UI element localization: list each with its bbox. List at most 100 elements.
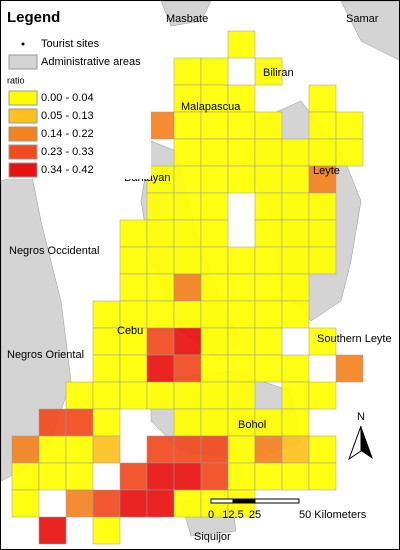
place-label: Siquijor: [194, 531, 231, 543]
grid-cell: [11, 435, 40, 464]
grid-cell: [146, 219, 175, 248]
grid-cell: [308, 435, 337, 464]
grid-cell: [227, 84, 256, 113]
grid-cell: [65, 435, 94, 464]
grid-cell: [281, 246, 310, 275]
grid-cell: [200, 354, 229, 383]
grid-cell: [254, 435, 283, 464]
grid-cell: [335, 111, 364, 140]
grid-cell: [254, 354, 283, 383]
scale-segment: [210, 498, 234, 504]
grid-cell: [173, 408, 202, 437]
grid-cell: [146, 489, 175, 518]
scale-segment: [232, 498, 256, 504]
place-label: Negros Occidental: [9, 245, 100, 257]
grid-cell: [200, 219, 229, 248]
grid-cell: [254, 57, 283, 86]
ratio-grid: [11, 30, 364, 545]
legend-label: 0.34 - 0.42: [41, 164, 94, 176]
grid-cell: [119, 219, 148, 248]
grid-cell: [92, 516, 121, 545]
grid-cell: [200, 84, 229, 113]
grid-cell: [254, 462, 283, 491]
grid-cell: [281, 138, 310, 167]
grid-cell: [308, 165, 337, 194]
grid-cell: [38, 408, 67, 437]
grid-cell: [308, 111, 337, 140]
grid-cell: [227, 354, 256, 383]
grid-cell: [227, 165, 256, 194]
grid-cell: [281, 381, 310, 410]
grid-cell: [308, 138, 337, 167]
grid-cell: [173, 165, 202, 194]
grid-cell: [146, 300, 175, 329]
north-label: N: [357, 411, 365, 423]
grid-cell: [200, 327, 229, 356]
grid-cell: [308, 462, 337, 491]
grid-cell: [11, 489, 40, 518]
grid-cell: [92, 327, 121, 356]
place-label: Negros Oriental: [7, 349, 84, 361]
grid-cell: [200, 462, 229, 491]
grid-cell: [308, 327, 337, 356]
grid-cell: [227, 327, 256, 356]
legend-swatch: [8, 90, 38, 106]
grid-cell: [200, 300, 229, 329]
grid-cell: [227, 111, 256, 140]
legend-label: Tourist sites: [41, 38, 100, 50]
grid-cell: [200, 435, 229, 464]
scale-label: 25: [249, 509, 261, 521]
grid-cell: [227, 138, 256, 167]
grid-cell: [200, 111, 229, 140]
grid-cell: [38, 516, 67, 545]
place-label: Southern Leyte: [317, 333, 392, 345]
grid-cell: [119, 462, 148, 491]
grid-cell: [146, 327, 175, 356]
grid-cell: [227, 273, 256, 302]
grid-cell: [281, 354, 310, 383]
grid-cell: [92, 300, 121, 329]
grid-cell: [173, 381, 202, 410]
grid-cell: [119, 273, 148, 302]
grid-cell: [227, 300, 256, 329]
grid-cell: [146, 111, 175, 140]
place-label: Masbate: [166, 13, 208, 25]
scale-label: 0: [208, 509, 214, 521]
legend-field: ratio: [7, 75, 25, 85]
grid-cell: [146, 381, 175, 410]
grid-cell: [119, 381, 148, 410]
legend-swatch: [8, 126, 38, 142]
grid-cell: [92, 354, 121, 383]
legend-label: Administrative areas: [41, 56, 141, 68]
grid-cell: [227, 381, 256, 410]
grid-cell: [119, 354, 148, 383]
legend-swatch: [8, 108, 38, 124]
legend-label: 0.14 - 0.22: [41, 128, 94, 140]
grid-cell: [146, 435, 175, 464]
scale-label: 12.5: [222, 509, 243, 521]
grid-cell: [254, 192, 283, 221]
grid-cell: [146, 165, 175, 194]
grid-cell: [38, 435, 67, 464]
grid-cell: [11, 462, 40, 491]
grid-cell: [119, 489, 148, 518]
grid-cell: [254, 111, 283, 140]
arrow-half: [361, 426, 373, 459]
grid-cell: [200, 165, 229, 194]
grid-cell: [65, 462, 94, 491]
legend-swatch: [8, 162, 38, 178]
grid-cell: [173, 246, 202, 275]
grid-cell: [65, 408, 94, 437]
grid-cell: [200, 381, 229, 410]
site-symbol: [21, 42, 25, 46]
grid-cell: [65, 489, 94, 518]
grid-cell: [281, 462, 310, 491]
legend-label: 0.00 - 0.04: [41, 92, 94, 104]
north-arrow: N: [348, 411, 373, 461]
grid-cell: [200, 192, 229, 221]
legend-label: 0.23 - 0.33: [41, 146, 94, 158]
grid-cell: [119, 246, 148, 275]
grid-cell: [281, 408, 310, 437]
grid-cell: [146, 192, 175, 221]
grid-cell: [146, 462, 175, 491]
